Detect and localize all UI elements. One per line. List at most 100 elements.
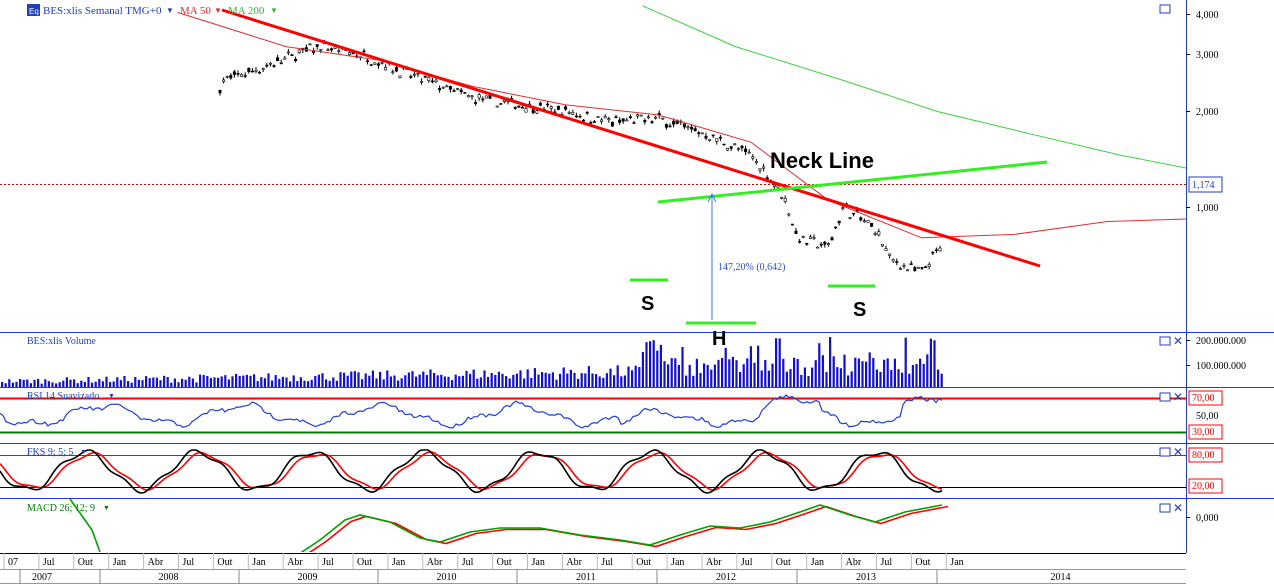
rsi-label: RSI 14 Suavizado xyxy=(27,391,99,402)
volume-bar xyxy=(811,367,814,387)
macd-early-line xyxy=(69,498,101,553)
month-tick-label: Out xyxy=(636,557,651,568)
volume-bar xyxy=(289,381,292,387)
volume-bar xyxy=(134,376,137,387)
volume-bar xyxy=(699,372,702,387)
candle-body xyxy=(549,106,553,109)
candle-body xyxy=(603,116,607,119)
symbol-icon[interactable] xyxy=(27,4,40,16)
neck-line-label: Neck Line xyxy=(770,148,874,173)
price-panel-maximize-button[interactable] xyxy=(1159,4,1171,14)
macd-panel-close-icon[interactable]: ✕ xyxy=(1173,501,1183,515)
volume-bar xyxy=(47,381,50,387)
candle-body xyxy=(931,251,935,254)
volume-bar xyxy=(706,364,709,387)
candle-body xyxy=(466,95,470,98)
volume-bar xyxy=(332,377,335,387)
symbol-dropdown-icon[interactable]: ▼ xyxy=(166,6,174,15)
downtrend-line xyxy=(221,8,1041,268)
panel-controls: ✕ ✕ ✕ ✕ xyxy=(1159,4,1183,515)
volume-tick-100m: 100.000.000 xyxy=(1196,361,1246,372)
volume-bar xyxy=(721,357,724,387)
volume-bar xyxy=(940,373,943,387)
volume-bar xyxy=(879,371,882,387)
year-tick-label: 2007 xyxy=(32,572,52,583)
rsi-panel: RSI 14 Suavizado ▼ 70,00 50,00 30,00 xyxy=(0,390,1223,440)
macd-panel-maximize-button[interactable] xyxy=(1159,503,1171,513)
month-tick-label: Abr xyxy=(148,557,164,568)
candle-body xyxy=(880,243,884,247)
volume-bar xyxy=(775,338,778,387)
volume-bar xyxy=(717,359,720,387)
month-tick-label: Abr xyxy=(566,557,582,568)
volume-bar xyxy=(199,374,202,387)
rsi-panel-close-icon[interactable]: ✕ xyxy=(1173,390,1183,404)
volume-bar xyxy=(181,378,184,387)
volume-bar xyxy=(771,363,774,387)
candle-body xyxy=(232,71,236,75)
rsi-dropdown-icon[interactable]: ▼ xyxy=(108,392,115,400)
fks-panel-close-icon[interactable]: ✕ xyxy=(1173,445,1183,459)
fks-dropdown-icon[interactable]: ▼ xyxy=(80,448,87,456)
month-tick-label: Out xyxy=(217,557,232,568)
month-tick-label: Abr xyxy=(706,557,722,568)
year-ticks: 2007 2008 2009 2010 2011 2012 2013 2014 xyxy=(19,569,1071,584)
candle-body xyxy=(902,264,906,267)
month-tick-label: Out xyxy=(78,557,93,568)
volume-bar xyxy=(919,358,922,387)
candle-body xyxy=(700,132,704,135)
candle-body xyxy=(906,269,910,272)
month-tick-label: Jul xyxy=(183,557,195,568)
volume-bar xyxy=(613,375,616,387)
volume-bar xyxy=(299,377,302,387)
volume-bar xyxy=(260,377,263,387)
month-tick-label: Jan xyxy=(113,557,126,568)
candle-body xyxy=(718,136,722,139)
ma50-label[interactable]: MA 50 xyxy=(180,5,211,17)
candle-body xyxy=(502,99,506,102)
volume-bar xyxy=(51,382,54,387)
volume-bar xyxy=(591,373,594,387)
ma200-dropdown-icon[interactable]: ▼ xyxy=(270,6,278,15)
candle-body xyxy=(578,115,582,118)
volume-bar xyxy=(29,383,32,387)
volume-bar xyxy=(872,357,875,387)
volume-bar xyxy=(479,377,482,387)
volume-bar xyxy=(893,358,896,387)
volume-bar xyxy=(87,376,90,387)
ma200-label[interactable]: MA 200 xyxy=(228,5,265,17)
fks-panel-maximize-button[interactable] xyxy=(1159,447,1171,457)
volume-bar xyxy=(202,374,205,387)
ma50-dropdown-icon[interactable]: ▼ xyxy=(214,6,222,15)
candle-body xyxy=(297,49,301,53)
candle-body xyxy=(283,57,287,60)
volume-bar xyxy=(65,377,68,387)
symbol-label[interactable]: BES:xlis Semanal TMG+0 xyxy=(43,5,162,17)
volume-bar xyxy=(746,358,749,387)
volume-bar xyxy=(897,369,900,387)
volume-bar xyxy=(760,370,763,387)
volume-bar xyxy=(328,380,331,387)
volume-bar xyxy=(915,363,918,387)
candle-body xyxy=(254,69,258,72)
candle-body xyxy=(409,76,413,78)
rsi-panel-maximize-button[interactable] xyxy=(1159,392,1171,402)
volume-bar xyxy=(461,375,464,387)
candle-body xyxy=(564,106,568,110)
candle-body xyxy=(319,48,323,51)
month-tick-label: Abr xyxy=(287,557,303,568)
macd-dropdown-icon[interactable]: ▼ xyxy=(103,504,110,512)
year-tick-label: 2012 xyxy=(716,572,736,583)
volume-panel-close-icon[interactable]: ✕ xyxy=(1173,334,1183,348)
month-tick-label: Jul xyxy=(322,557,334,568)
volume-bar xyxy=(127,381,130,387)
volume-bar xyxy=(904,337,907,387)
candle-body xyxy=(538,102,542,106)
volume-bar xyxy=(901,372,904,387)
fks-lower-badge xyxy=(1188,478,1223,494)
candle-body xyxy=(938,247,942,252)
volume-bar xyxy=(926,354,929,387)
volume-bar xyxy=(253,374,256,387)
volume-panel-maximize-button[interactable] xyxy=(1159,336,1171,346)
candle-body xyxy=(740,145,744,149)
